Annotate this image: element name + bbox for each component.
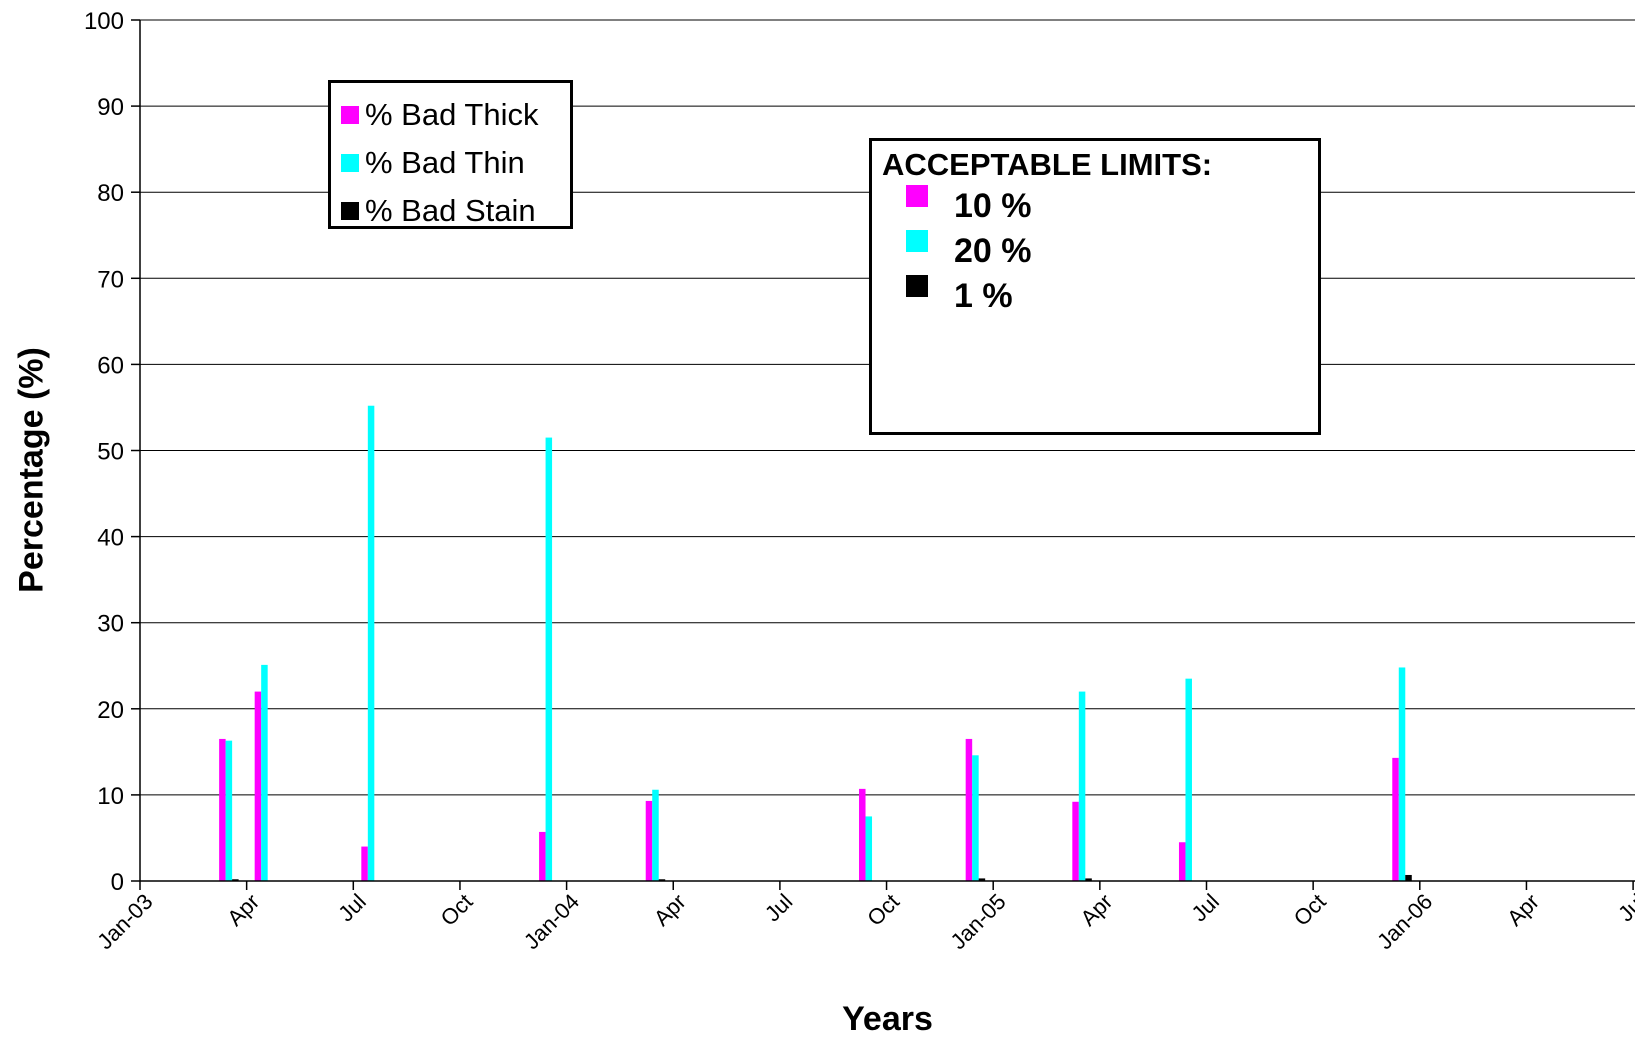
bar-bad-thick-2004-03 <box>645 800 653 881</box>
limit-item-stain: 1 % <box>882 275 1318 322</box>
limit-swatch-thin <box>906 230 928 252</box>
bars <box>219 405 1412 881</box>
bar-bad-stain-2004-12 <box>978 878 986 881</box>
y-tick-label-90: 90 <box>97 94 124 121</box>
bar-bad-thin-2003-04 <box>261 664 268 881</box>
limit-swatch-stain <box>906 275 928 297</box>
bar-bad-thick-2005-12 <box>1392 757 1399 881</box>
x-tick-label-14: Jul <box>1613 889 1635 927</box>
x-tick-label-9: Apr <box>1075 889 1117 931</box>
x-tick-label-10: Jul <box>1186 889 1224 927</box>
y-tick-label-20: 20 <box>97 697 124 724</box>
x-tick-label-12: Jan-06 <box>1372 889 1437 954</box>
limit-swatch-thick <box>906 185 928 207</box>
x-tick-label-5: Apr <box>649 889 691 931</box>
legend-label-bad-stain: % Bad Stain <box>365 193 536 228</box>
legend-item-bad-stain: % Bad Stain <box>341 187 570 235</box>
series-legend: % Bad Thick % Bad Thin % Bad Stain <box>328 80 573 229</box>
legend-label-bad-thin: % Bad Thin <box>365 145 525 180</box>
legend-label-bad-thick: % Bad Thick <box>365 97 539 132</box>
y-tick-label-0: 0 <box>111 869 124 896</box>
bar-bad-stain-2005-12 <box>1405 874 1412 881</box>
bar-bad-thin-2004-09 <box>865 816 873 881</box>
limit-label-thick: 10 % <box>954 187 1032 225</box>
legend-item-bad-thick: % Bad Thick <box>341 91 570 139</box>
bar-bad-thin-2005-12 <box>1398 667 1406 881</box>
bar-bad-thin-2005-06 <box>1185 678 1192 881</box>
legend-swatch-bad-thick <box>341 106 359 124</box>
bar-bad-thick-2004-12 <box>965 738 973 881</box>
x-tick-label-7: Oct <box>862 889 904 931</box>
bar-bad-thick-2005-03 <box>1072 801 1079 881</box>
x-tick-label-0: Jan-03 <box>92 889 157 954</box>
x-tick-label-6: Jul <box>760 889 798 927</box>
bar-bad-thin-2005-03 <box>1078 691 1086 881</box>
legend-swatch-bad-thin <box>341 154 359 172</box>
x-tick-label-13: Apr <box>1502 889 1544 931</box>
bar-bad-stain-2004-03 <box>658 879 666 881</box>
bar-bad-thin-2004-12 <box>972 755 979 881</box>
y-tick-label-30: 30 <box>97 611 124 638</box>
legend-item-bad-thin: % Bad Thin <box>341 139 570 187</box>
bar-bad-thick-2003-12 <box>539 831 546 881</box>
acceptable-limits-box: ACCEPTABLE LIMITS: 10 % 20 % 1 % <box>869 138 1321 435</box>
bar-bad-thin-2003-07 <box>367 405 375 881</box>
bar-bad-stain-2005-03 <box>1085 878 1092 881</box>
limit-item-thin: 20 % <box>882 230 1318 277</box>
bar-bad-thick-2004-09 <box>859 788 866 881</box>
acceptable-limits-title: ACCEPTABLE LIMITS: <box>882 147 1213 182</box>
bar-bad-stain-2003-03 <box>232 879 239 881</box>
limit-label-stain: 1 % <box>954 277 1013 315</box>
bar-bad-thick-2003-03 <box>219 738 226 881</box>
x-tick-label-2: Jul <box>333 889 371 927</box>
bar-bad-thin-2003-12 <box>545 437 553 881</box>
legend-swatch-bad-stain <box>341 202 359 220</box>
bar-bad-thin-2003-03 <box>225 740 233 881</box>
bar-bad-thick-2003-04 <box>254 691 262 881</box>
axes <box>131 19 1635 890</box>
y-tick-label-60: 60 <box>97 352 124 379</box>
limit-item-thick: 10 % <box>882 185 1318 232</box>
y-tick-label-10: 10 <box>97 783 124 810</box>
y-tick-label-50: 50 <box>97 439 124 466</box>
limit-label-thin: 20 % <box>954 232 1032 270</box>
bar-bad-thin-2004-03 <box>652 789 659 881</box>
y-tick-label-70: 70 <box>97 266 124 293</box>
x-tick-labels: Jan-03 Apr Jul Oct Jan-04 Apr Jul Oct Jan-05 Apr J… <box>92 889 1635 954</box>
x-tick-label-11: Oct <box>1289 889 1331 931</box>
y-axis-title-wrap: Percentage (%) <box>2 0 62 1041</box>
y-axis-title: Percentage (%) <box>12 347 51 593</box>
x-tick-label-3: Oct <box>436 889 478 931</box>
y-tick-label-100: 100 <box>84 8 124 35</box>
x-tick-label-8: Jan-05 <box>945 889 1010 954</box>
x-axis-title: Years <box>842 1000 933 1038</box>
x-tick-label-4: Jan-04 <box>519 889 584 954</box>
bar-bad-thick-2005-06 <box>1178 842 1186 881</box>
y-tick-label-80: 80 <box>97 180 124 207</box>
y-tick-label-40: 40 <box>97 525 124 552</box>
bar-bad-thick-2003-07 <box>361 846 368 881</box>
y-tick-labels: 0 10 20 30 40 50 60 70 80 90 100 <box>84 8 124 896</box>
x-tick-label-1: Apr <box>222 889 264 931</box>
